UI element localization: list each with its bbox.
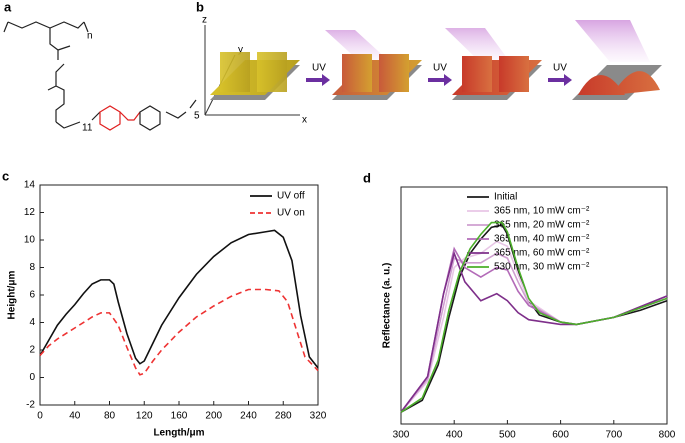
series-line <box>400 252 668 413</box>
panel-label: d <box>363 170 371 185</box>
y-axis-label: Height/μm <box>7 270 18 319</box>
x-tick-label: 400 <box>446 430 463 441</box>
x-tick-label: 120 <box>136 411 153 422</box>
legend-label: 365 nm, 60 mW cm⁻² <box>494 248 590 259</box>
x-tick-label: 300 <box>393 430 410 441</box>
axis-letter: x <box>302 115 307 126</box>
series-line <box>400 221 668 413</box>
x-tick-label: 40 <box>69 411 81 422</box>
y-tick-label: 12 <box>24 207 36 218</box>
film-3 <box>445 28 542 100</box>
x-tick-label: 200 <box>205 411 222 422</box>
x-tick-label: 600 <box>552 430 569 441</box>
axis-letter: y <box>238 45 243 56</box>
y-tick-label: 2 <box>29 345 35 356</box>
y-tick-label: 14 <box>24 180 36 191</box>
legend-label: 365 nm, 40 mW cm⁻² <box>494 234 590 245</box>
subscript: 5 <box>194 111 200 122</box>
y-axis-label: Reflectance (a. u.) <box>382 263 393 349</box>
legend-label: 530 nm, 30 mW cm⁻² <box>494 262 590 273</box>
y-tick-label: 6 <box>29 290 35 301</box>
film-1 <box>210 52 300 100</box>
x-tick-label: 800 <box>659 430 676 441</box>
panel-label: c <box>2 168 9 183</box>
series-line <box>39 288 319 376</box>
film-2 <box>325 30 422 100</box>
uv-label: UV <box>433 63 447 74</box>
series-line <box>400 250 668 413</box>
legend-label: UV off <box>277 191 305 202</box>
subscript: 11 <box>82 123 93 134</box>
y-tick-label: 0 <box>29 372 35 383</box>
x-axis-label: Length/μm <box>153 428 204 439</box>
y-tick-label: 4 <box>29 317 35 328</box>
x-tick-label: 80 <box>104 411 116 422</box>
panel-label: b <box>196 0 204 14</box>
uv-label: UV <box>312 63 326 74</box>
x-tick-label: 700 <box>605 430 622 441</box>
x-tick-label: 500 <box>499 430 516 441</box>
series-line <box>39 229 319 369</box>
film-4 <box>572 20 662 100</box>
x-tick-label: 0 <box>37 411 43 422</box>
legend-label: Initial <box>494 192 517 203</box>
x-tick-label: 280 <box>275 411 292 422</box>
axis-letter: z <box>202 15 207 26</box>
x-tick-label: 240 <box>240 411 257 422</box>
panel-label: a <box>4 0 12 14</box>
structure <box>3 21 197 129</box>
y-tick-label: 8 <box>29 262 35 273</box>
uv-arrows <box>306 74 572 86</box>
uv-label: UV <box>553 63 567 74</box>
azobenzene <box>99 105 161 131</box>
legend-label: 365 nm, 10 mW cm⁻² <box>494 206 590 217</box>
y-tick-label: 10 <box>24 235 36 246</box>
legend-label: 365 nm, 20 mW cm⁻² <box>494 220 590 231</box>
y-tick-label: -2 <box>26 400 35 411</box>
plot-frame <box>400 186 668 425</box>
legend-label: UV on <box>277 208 305 219</box>
x-tick-label: 320 <box>310 411 327 422</box>
x-tick-label: 160 <box>171 411 188 422</box>
subscript: n <box>87 31 93 42</box>
